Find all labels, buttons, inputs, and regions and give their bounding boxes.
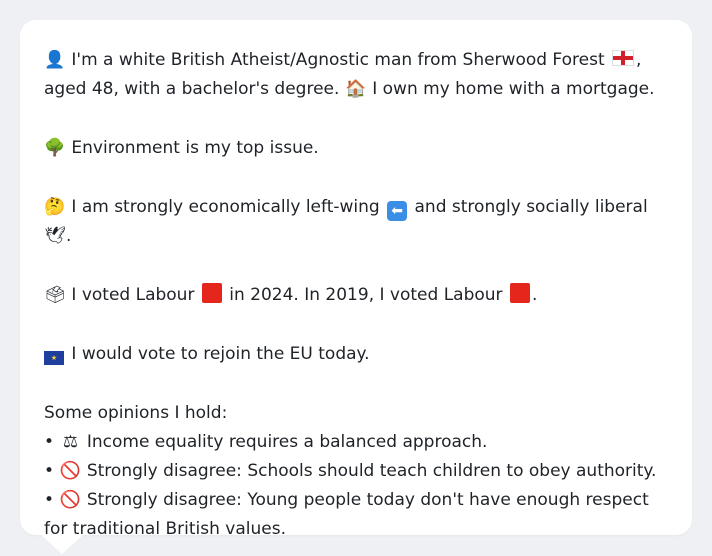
house-icon: 🏠 <box>345 79 367 99</box>
top-issue-text: Environment is my top issue. <box>71 138 319 158</box>
opinion-item: • 🚫 Strongly disagree: Schools should te… <box>44 461 656 481</box>
bubble-tail <box>40 534 84 554</box>
intro-text-age: , aged 48, with a bachelor's degree. <box>44 50 642 99</box>
prohibited-icon: 🚫 <box>59 461 82 481</box>
vote-text-2019: in 2024. In 2019, I voted Labour <box>229 285 503 305</box>
opinion-item: • 🚫 Strongly disagree: Young people toda… <box>44 490 649 539</box>
ideology-paragraph: 🤔 I am strongly economically left-wing ⬅… <box>44 193 668 251</box>
persona-message-bubble: 👤 I'm a white British Atheist/Agnostic m… <box>20 20 692 539</box>
opinion-text: Income equality requires a balanced appr… <box>86 432 488 452</box>
ballot-box-icon: 🗳 <box>44 285 66 305</box>
ideology-text-economic: I am strongly economically left-wing <box>71 197 380 217</box>
opinion-text: Strongly disagree: Schools should teach … <box>86 461 657 481</box>
top-issue-paragraph: 🌳 Environment is my top issue. <box>44 134 668 163</box>
dove-icon: 🕊 <box>44 226 66 246</box>
ideology-end: . <box>66 226 72 246</box>
vote-text-2024: I voted Labour <box>71 285 195 305</box>
opinion-item: • ⚖ Income equality requires a balanced … <box>44 432 487 452</box>
red-square-icon <box>201 283 222 303</box>
eu-paragraph: ★ I would vote to rejoin the EU today. <box>44 340 668 369</box>
home-text: I own my home with a mortgage. <box>372 79 655 99</box>
intro-text: I'm a white British Atheist/Agnostic man… <box>71 50 605 70</box>
vote-paragraph: 🗳 I voted Labour in 2024. In 2019, I vot… <box>44 281 668 310</box>
left-arrow-icon: ⬅ <box>387 201 408 221</box>
opinions-paragraph: Some opinions I hold: • ⚖ Income equalit… <box>44 399 668 544</box>
ideology-text-social: and strongly socially liberal <box>414 197 648 217</box>
eu-flag-icon: ★ <box>44 351 64 365</box>
opinions-header: Some opinions I hold: <box>44 403 228 423</box>
intro-paragraph: 👤 I'm a white British Atheist/Agnostic m… <box>44 46 668 104</box>
prohibited-icon: 🚫 <box>59 490 82 510</box>
thinking-face-icon: 🤔 <box>44 197 66 217</box>
red-square-icon <box>509 283 530 303</box>
balance-scale-icon: ⚖ <box>62 432 79 452</box>
person-silhouette-icon: 👤 <box>44 50 66 70</box>
vote-end: . <box>531 285 538 305</box>
tree-icon: 🌳 <box>44 138 66 158</box>
england-flag-icon <box>612 50 635 66</box>
opinion-text: Strongly disagree: Young people today do… <box>44 490 649 539</box>
eu-text: I would vote to rejoin the EU today. <box>71 344 370 364</box>
